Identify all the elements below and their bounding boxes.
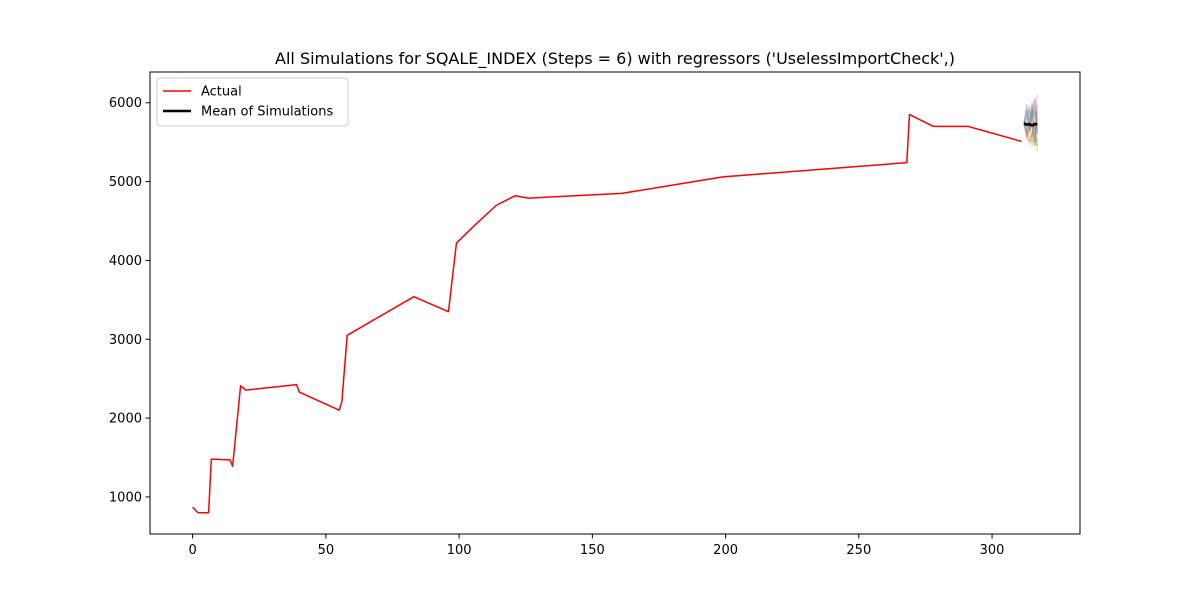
y-tick-label: 6000 [109, 96, 142, 111]
x-axis: 0 50 100 150 200 250 300 [188, 534, 1004, 558]
x-tick-label: 50 [318, 543, 335, 558]
legend-label-mean-of-simulations: Mean of Simulations [201, 105, 333, 120]
series-line-mean-of-simulations [1023, 122, 1038, 127]
simulation-line-4 [1023, 98, 1038, 139]
y-tick-label: 2000 [109, 412, 142, 427]
simulation-line-10 [1023, 110, 1038, 144]
simulation-line-9 [1023, 106, 1038, 133]
x-tick-label: 300 [980, 543, 1005, 558]
legend-label-actual: Actual [201, 85, 242, 100]
simulation-line-7 [1023, 94, 1038, 124]
y-axis: 1000 2000 3000 4000 5000 6000 [109, 96, 150, 505]
x-tick-label: 200 [713, 543, 738, 558]
chart-title: All Simulations for SQALE_INDEX (Steps =… [275, 49, 955, 69]
simulation-line-6 [1023, 122, 1038, 147]
y-tick-label: 3000 [109, 333, 142, 348]
legend: Actual Mean of Simulations [156, 77, 349, 127]
y-tick-label: 1000 [109, 490, 142, 505]
simulation-line-1 [1023, 102, 1038, 139]
x-tick-label: 150 [580, 543, 605, 558]
series-lines [192, 113, 1038, 514]
y-tick-label: 4000 [109, 254, 142, 269]
x-tick-label: 0 [188, 543, 196, 558]
x-tick-label: 100 [447, 543, 472, 558]
y-tick-label: 5000 [109, 175, 142, 190]
simulation-line-3 [1023, 106, 1038, 147]
series-line-actual [192, 113, 1022, 514]
simulation-line-2 [1023, 110, 1038, 143]
x-tick-label: 250 [846, 543, 871, 558]
plot-frame [149, 71, 1081, 535]
legend-box [156, 77, 349, 127]
